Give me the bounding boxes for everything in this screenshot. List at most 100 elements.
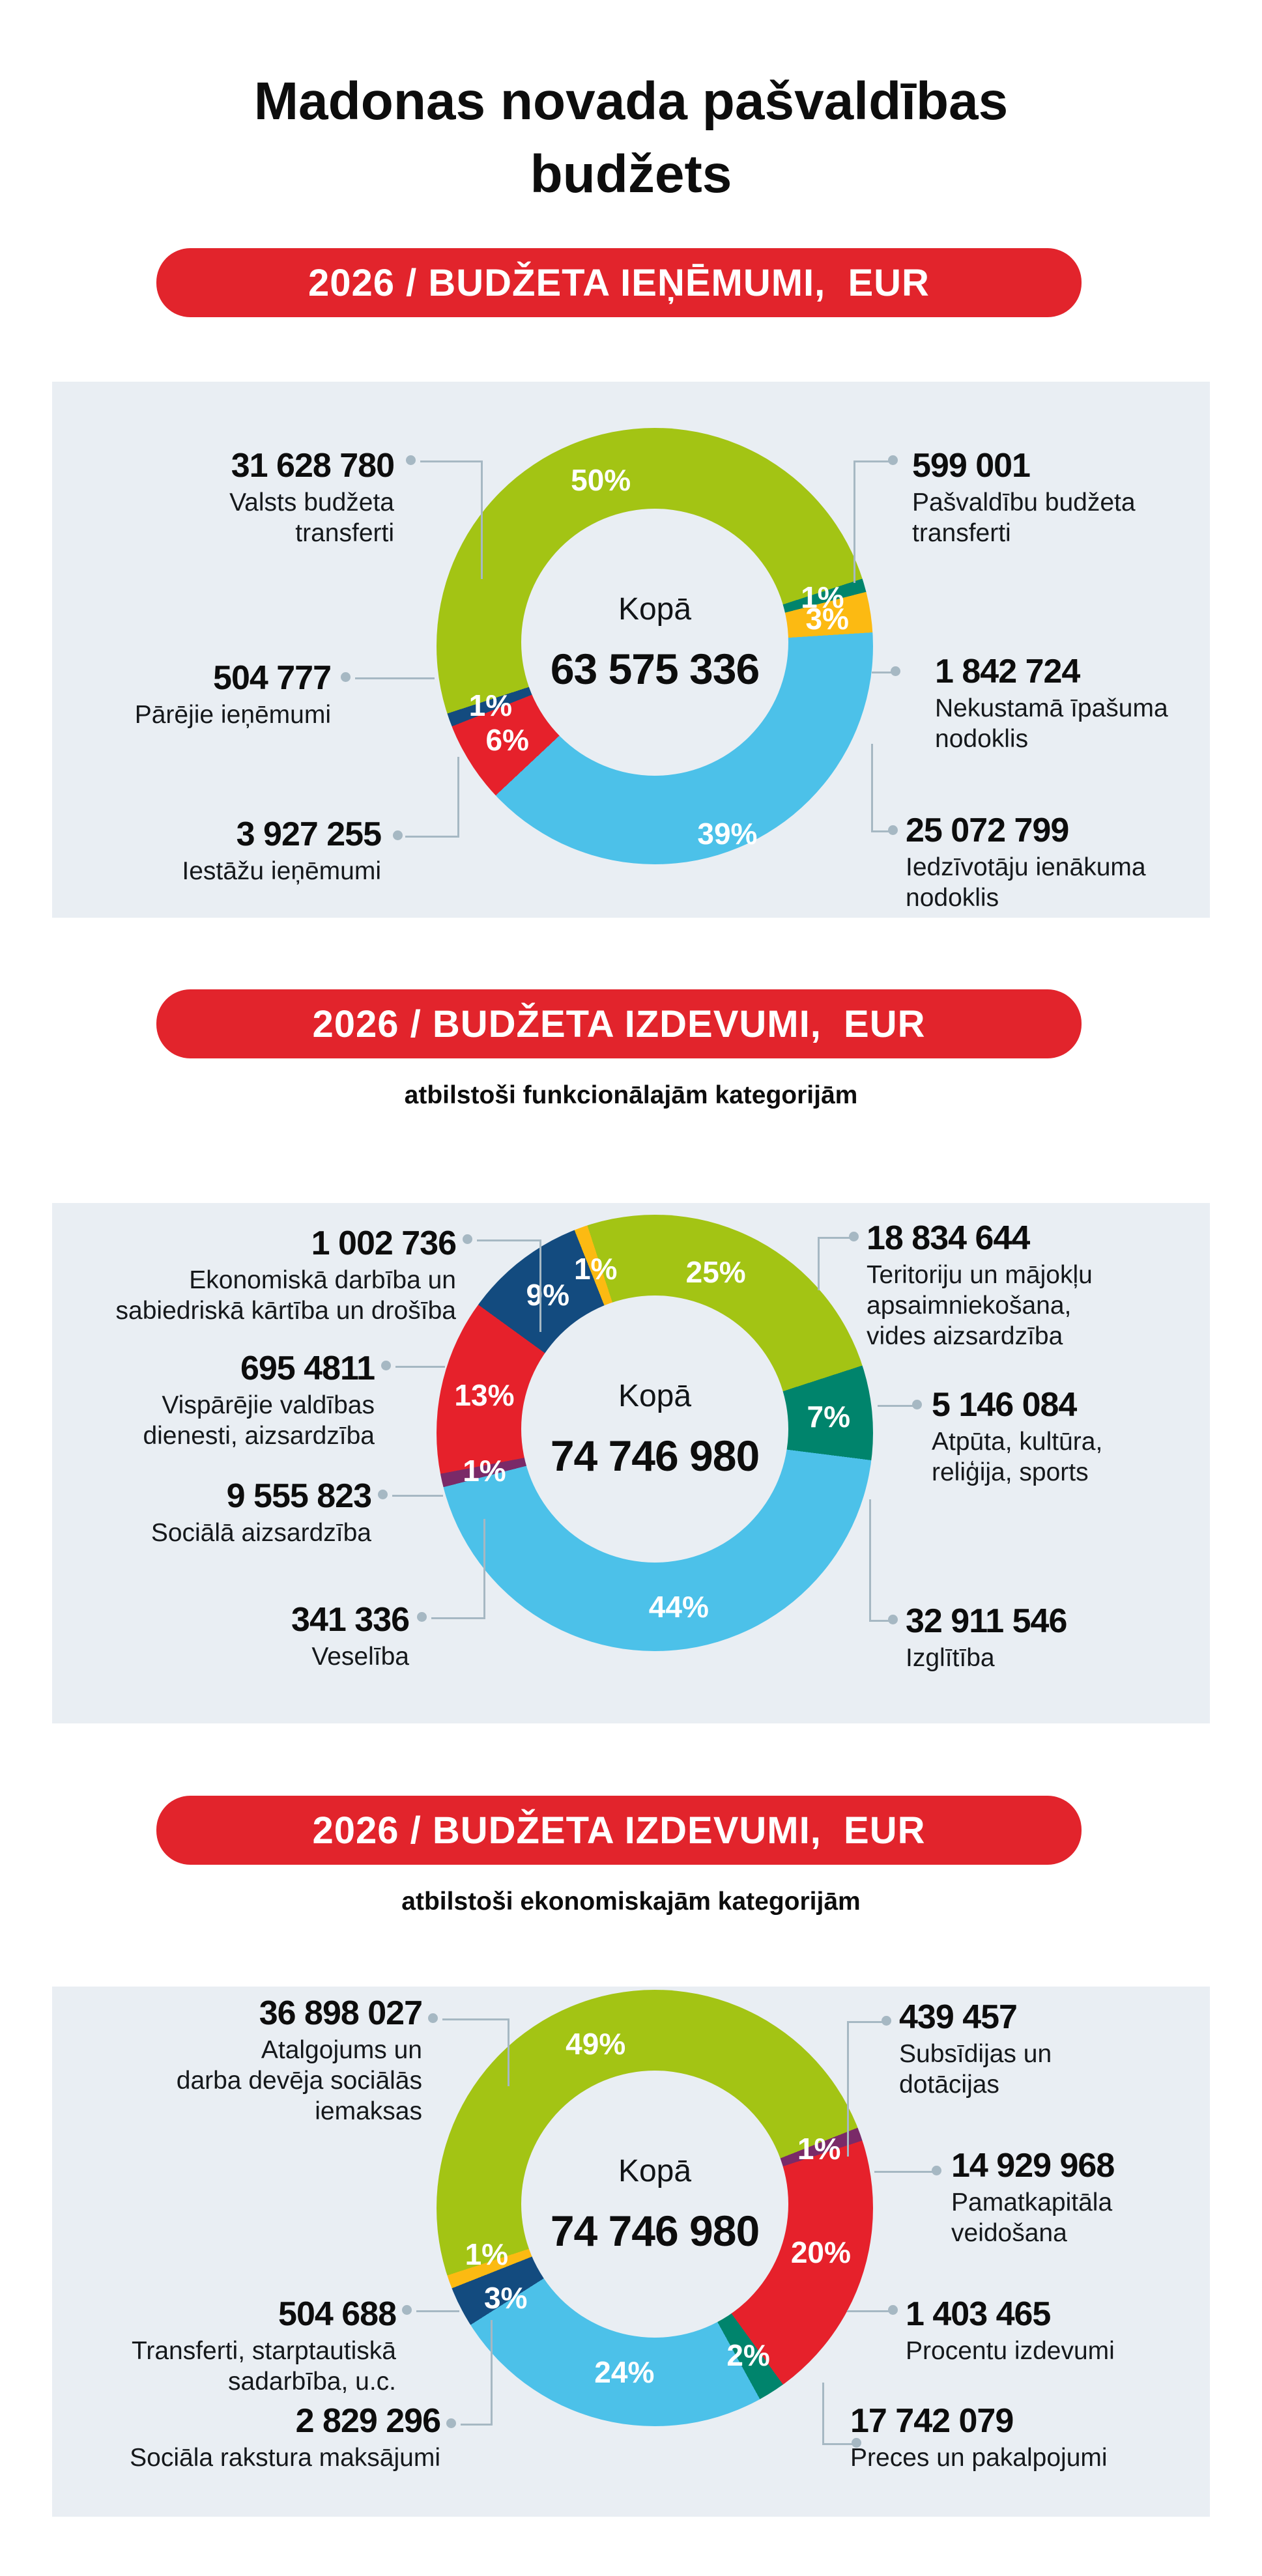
callout-caption: Transferti, starptautiskā sadarbība, u.c… [131,2337,396,2396]
leader-line [847,2021,849,2157]
leader-line [853,460,889,462]
slice-percent-label: 6% [485,722,529,757]
leader-dot [417,1612,427,1622]
callout-caption: Ekonomiskā darbība un sabiedriskā kārtīb… [115,1266,456,1325]
revenues-donut-center: Kopā 63 575 336 [521,509,788,776]
callout-value: 599 001 [912,447,1031,485]
leader-dot [406,455,416,465]
slice-percent-label: 50% [571,463,631,498]
callout-caption: Atalgojums un darba devēja sociālās iema… [176,2036,422,2125]
callout-value: 504 777 [213,659,332,697]
banner-expenditures-economic-label: 2026 / BUDŽETA IZDEVUMI, EUR [312,1809,926,1852]
callout-nekustama-ipasuma-nodoklis: 1 842 724 Nekustamā īpašuma nodoklis [935,653,1168,754]
leader-line [871,744,873,832]
callout-caption: Vispārējie valdības dienesti, aizsardzīb… [143,1391,375,1450]
callout-value: 31 628 780 [231,447,395,485]
expenditures-functional-donut-center: Kopā 74 746 980 [521,1295,788,1563]
total-label: Kopā [618,591,692,627]
callout-caption: Nekustamā īpašuma nodoklis [935,694,1168,753]
banner-revenues: 2026 / BUDŽETA IEŅĒMUMI, EUR [156,248,1082,317]
callout-ekonomiska-darbiba: 1 002 736 Ekonomiskā darbība un sabiedri… [115,1224,457,1326]
callout-value: 439 457 [899,1998,1018,2036]
callout-parejie-ienemumi: 504 777 Pārējie ieņēmumi [135,659,332,730]
callout-value: 1 002 736 [311,1224,457,1262]
slice-percent-label: 7% [807,1399,851,1434]
leader-dot [888,2305,898,2315]
leader-dot [852,2438,861,2448]
expenditures-economic-donut-center: Kopā 74 746 980 [521,2071,788,2338]
leader-dot [891,666,900,676]
callout-sociala-rakstura-maksajumi: 2 829 296 Sociāla rakstura maksājumi [130,2402,441,2473]
leader-dot [888,455,898,465]
slice-percent-label: 49% [566,2026,626,2061]
leader-dot [402,2305,412,2315]
leader-line [420,460,482,462]
callout-teritoriju-un-majoklu: 18 834 644 Teritoriju un mājokļu apsaimn… [867,1219,1093,1352]
slice-percent-label: 2% [726,2338,770,2373]
callout-value: 3 927 255 [236,815,382,853]
leader-line [847,2310,889,2312]
leader-line [392,1495,443,1497]
callout-value: 2 829 296 [295,2402,441,2440]
callout-veseliba: 341 336 Veselība [291,1601,410,1672]
leader-dot [888,1615,898,1624]
callout-value: 14 929 968 [951,2147,1115,2185]
leader-line [871,830,891,832]
callout-caption: Sociāla rakstura maksājumi [130,2444,440,2472]
callout-value: 695 4811 [240,1350,375,1387]
callout-value: 36 898 027 [259,1994,423,2032]
leader-line [395,1366,445,1368]
leader-dot [932,2166,941,2175]
page-title: Madonas novada pašvaldības budžets [253,72,1009,204]
leader-line [818,1237,820,1290]
slice-percent-label: 9% [526,1278,569,1312]
leader-line [483,1519,485,1619]
callout-caption: Izglītība [906,1644,995,1672]
slice-percent-label: 3% [483,2280,528,2315]
callout-caption: Sociālā aizsardzība [151,1519,371,1547]
leader-line [457,757,459,838]
callout-caption: Pašvaldību budžeta transferti [912,488,1136,547]
leader-dot [428,2013,438,2023]
leader-line [416,2310,459,2312]
leader-line [872,672,893,673]
leader-dot [463,1234,472,1244]
callout-valsts-budzeta-transferti: 31 628 780 Valsts budžeta transferti [229,447,395,548]
callout-caption: Valsts budžeta transferti [229,488,394,547]
leader-line [477,1239,541,1241]
leader-dot [849,1232,859,1241]
callout-caption: Pamatkapitāla veidošana [951,2188,1113,2247]
total-value: 74 746 980 [550,1431,760,1480]
slice-percent-label: 20% [790,2235,851,2269]
leader-line [869,1620,889,1622]
callout-value: 1 842 724 [935,653,1080,690]
callout-caption: Iedzīvotāju ienākuma nodoklis [906,853,1146,912]
expenditures-economic-donut-chart: Kopā 74 746 980 49% 1% 20% 2% 24% 3% 1% [437,1990,873,2426]
leader-line [539,1239,541,1332]
callout-caption: Subsīdijas un dotācijas [899,2040,1052,2099]
callout-transferti: 504 688 Transferti, starptautiskā sadarb… [131,2295,397,2397]
callout-caption: Procentu izdevumi [906,2337,1115,2365]
leader-line [822,2443,853,2445]
revenues-donut-chart: Kopā 63 575 336 50% 1% 3% 39% 6% 1% [437,428,873,864]
total-label: Kopā [618,2153,692,2188]
leader-line [869,1499,871,1622]
callout-visparejie-valdibas-dienesti: 695 4811 Vispārējie valdības dienesti, a… [143,1350,375,1451]
leader-dot [446,2418,456,2428]
slice-percent-label: 1% [465,2237,509,2271]
leader-line [355,677,435,679]
callout-subsidijas-un-dotacijas: 439 457 Subsīdijas un dotācijas [899,1998,1052,2100]
slice-percent-label: 25% [685,1255,746,1290]
callout-preces-un-pakalpojumi: 17 742 079 Preces un pakalpojumi [850,2402,1108,2473]
callout-caption: Preces un pakalpojumi [850,2444,1108,2472]
callout-value: 17 742 079 [850,2402,1014,2440]
subtitle-functional: atbilstoši funkcionālajām kategorijām [404,1081,858,1109]
leader-line [461,2424,492,2426]
callout-atputa-kultura: 5 146 084 Atpūta, kultūra, reliģija, spo… [932,1386,1102,1488]
slice-percent-label: 1% [463,1454,506,1488]
subtitle-economic: atbilstoši ekonomiskajām kategorijām [401,1888,861,1916]
leader-dot [912,1400,922,1409]
callout-value: 5 146 084 [932,1386,1077,1424]
callout-sociala-aizsardziba: 9 555 823 Sociālā aizsardzība [151,1477,372,1548]
callout-caption: Iestāžu ieņēmumi [182,857,381,885]
